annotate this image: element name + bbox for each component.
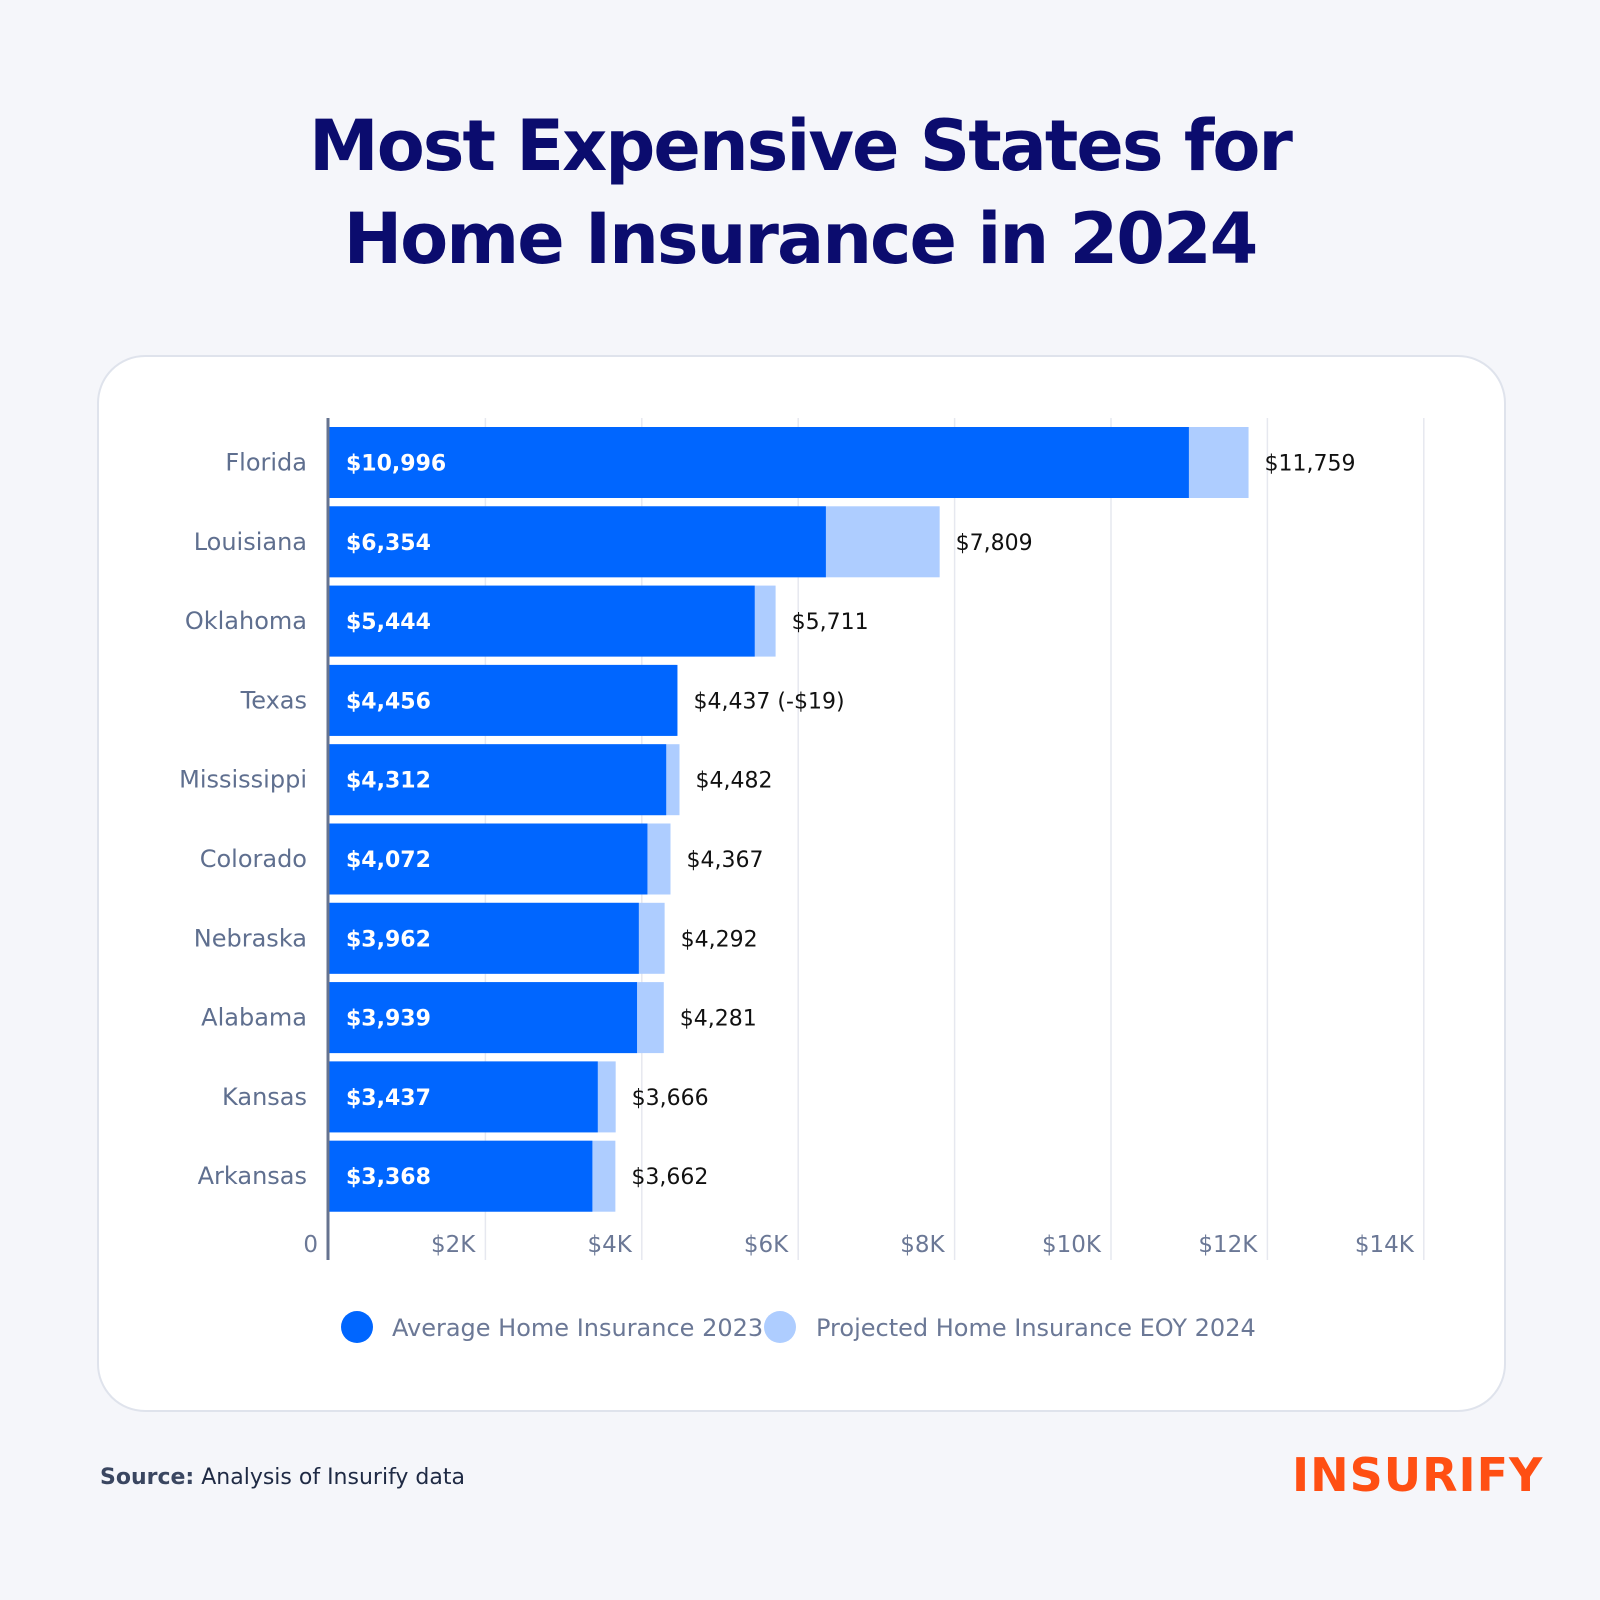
bar-average-2023 bbox=[329, 982, 638, 1054]
bar-end-label: $3,666 bbox=[632, 1086, 709, 1111]
category-label: Texas bbox=[240, 686, 307, 714]
x-tick-label: $6K bbox=[744, 1232, 789, 1258]
bar-value-label: $3,368 bbox=[346, 1165, 431, 1190]
bar-end-label: $4,437 (-$19) bbox=[693, 689, 844, 714]
bar-value-label: $4,072 bbox=[346, 848, 431, 873]
category-label: Oklahoma bbox=[185, 607, 307, 635]
bar-average-2023 bbox=[329, 1061, 598, 1133]
bar-end-label: $3,662 bbox=[631, 1165, 708, 1190]
bar-average-2023 bbox=[329, 1140, 593, 1212]
bar-end-label: $4,482 bbox=[695, 769, 772, 794]
bar-value-label: $3,437 bbox=[346, 1086, 431, 1111]
bar-end-label: $11,759 bbox=[1265, 452, 1356, 477]
bar-value-label: $6,354 bbox=[346, 531, 431, 556]
bar-average-2023 bbox=[329, 585, 755, 657]
bar-average-2023 bbox=[329, 427, 1189, 498]
x-tick-label: $8K bbox=[900, 1232, 945, 1258]
bar-value-label: $3,962 bbox=[346, 927, 431, 952]
source-label: Source: bbox=[100, 1465, 195, 1490]
bar-end-label: $4,292 bbox=[681, 927, 758, 952]
title-line-1: Most Expensive States for bbox=[309, 105, 1293, 187]
category-label: Mississippi bbox=[179, 766, 307, 794]
category-label: Colorado bbox=[200, 845, 307, 873]
x-tick-label: $2K bbox=[431, 1232, 476, 1258]
category-label: Nebraska bbox=[194, 924, 307, 952]
title-line-2: Home Insurance in 2024 bbox=[343, 198, 1259, 280]
source-text: Analysis of Insurify data bbox=[201, 1465, 465, 1490]
category-label: Florida bbox=[225, 449, 307, 477]
bar-value-label: $5,444 bbox=[346, 610, 431, 635]
bar-average-2023 bbox=[329, 506, 826, 578]
source-note: Source: Analysis of Insurify data bbox=[100, 1465, 465, 1490]
legend-label-projected-2024: Projected Home Insurance EOY 2024 bbox=[816, 1314, 1256, 1342]
x-tick-label: $12K bbox=[1198, 1232, 1258, 1258]
category-label: Louisiana bbox=[194, 528, 307, 556]
chart-title: Most Expensive States for Home Insurance… bbox=[0, 100, 1600, 286]
bar-average-2023 bbox=[329, 902, 639, 974]
category-label: Kansas bbox=[222, 1083, 307, 1111]
insurify-logo: INSURIFY bbox=[1292, 1448, 1544, 1502]
x-tick-label: $4K bbox=[587, 1232, 632, 1258]
bar-value-label: $4,456 bbox=[346, 689, 431, 714]
bar-value-label: $10,996 bbox=[346, 452, 446, 477]
bar-average-2023 bbox=[329, 823, 648, 895]
bar-end-label: $5,711 bbox=[792, 610, 869, 635]
bar-end-label: $7,809 bbox=[956, 531, 1033, 556]
legend-swatch-average-2023 bbox=[341, 1311, 373, 1343]
bar-average-2023 bbox=[329, 664, 678, 736]
bar-value-label: $3,939 bbox=[346, 1007, 431, 1032]
category-label: Arkansas bbox=[198, 1162, 307, 1190]
category-label: Alabama bbox=[201, 1004, 307, 1032]
legend-label-average-2023: Average Home Insurance 2023 bbox=[392, 1314, 763, 1342]
bar-end-label: $4,367 bbox=[686, 848, 763, 873]
bar-end-label: $4,281 bbox=[680, 1007, 757, 1032]
legend-swatch-projected-2024 bbox=[764, 1311, 796, 1343]
x-tick-label: $14K bbox=[1355, 1232, 1415, 1258]
x-tick-label: $10K bbox=[1042, 1232, 1102, 1258]
bar-value-label: $4,312 bbox=[346, 769, 431, 794]
x-tick-label: 0 bbox=[303, 1232, 318, 1258]
bar-average-2023 bbox=[329, 744, 667, 816]
